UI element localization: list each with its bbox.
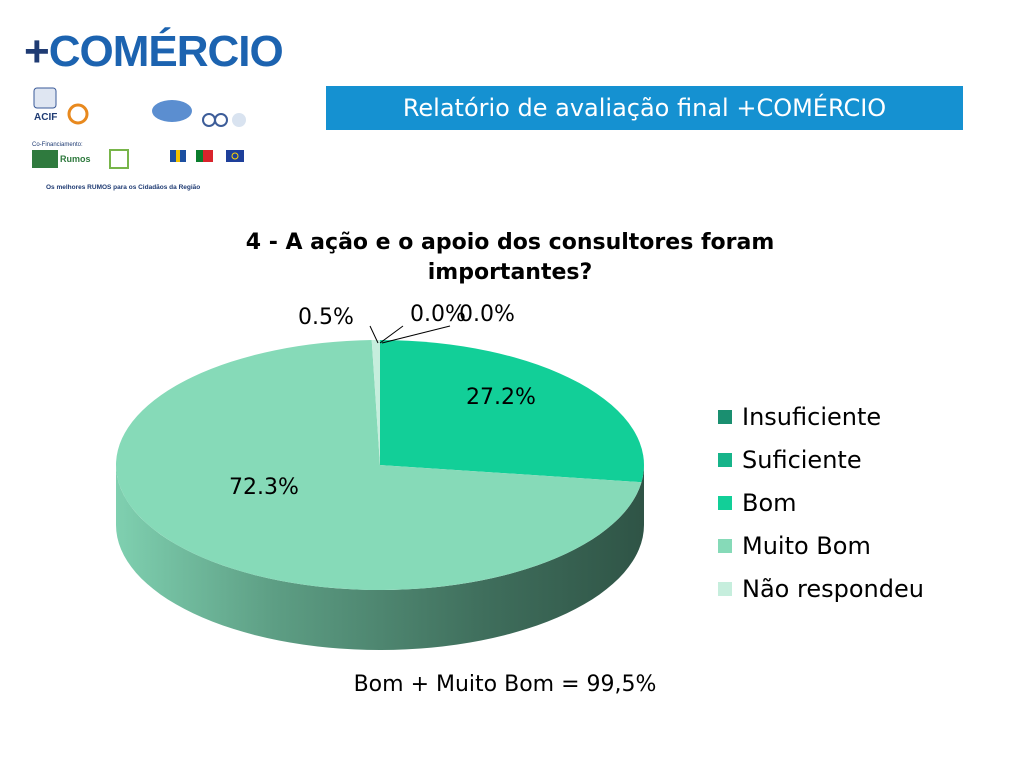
summary-footnote: Bom + Muito Bom = 99,5% <box>353 672 657 697</box>
logo-word: COMÉRCIO <box>48 27 284 76</box>
legend-item-nao-respondeu: Não respondeu <box>718 567 924 610</box>
legend-label: Suficiente <box>742 445 862 474</box>
pie-slice-muito-bom <box>116 340 642 590</box>
portugal-flag-logo <box>196 150 213 162</box>
rumos-logo: Rumos <box>32 150 91 168</box>
legend-swatch <box>718 495 732 510</box>
partner-logo-c <box>67 103 89 125</box>
legend-swatch <box>718 409 732 424</box>
cofinanciamento-label: Co-Financiamento: <box>32 142 83 148</box>
eu-flag-logo <box>226 150 244 162</box>
acif-logo-text: ACIF <box>34 112 57 123</box>
chart-title: 4 - A ação e o apoio dos consultores for… <box>245 230 775 285</box>
legend-swatch <box>718 538 732 553</box>
regional-flag-logo <box>170 150 186 162</box>
legend-label: Bom <box>742 488 797 517</box>
pie-slice-nao-respondeu <box>371 340 380 465</box>
cecp-logo <box>202 113 246 127</box>
legend-item-bom: Bom <box>718 481 924 524</box>
legend-item-insuficiente: Insuficiente <box>718 395 924 438</box>
report-title-banner: Relatório de avaliação final +COMÉRCIO <box>326 86 963 130</box>
sponsor-logos: ACIF Co-Financiamento: Rumos Os melhores… <box>32 87 246 191</box>
data-label-nao-respondeu: 0.5% <box>298 305 354 330</box>
rh-mais-logo <box>152 100 192 122</box>
pie-top <box>116 340 644 590</box>
chart-legend: Insuficiente Suficiente Bom Muito Bom Não re… <box>718 395 924 610</box>
data-label-muito-bom: 72.3% <box>229 475 299 500</box>
leader-line-insuficiente <box>379 325 404 344</box>
pie-side <box>116 465 644 650</box>
rumos-logo-text: Rumos <box>60 154 91 164</box>
legend-label: Não respondeu <box>742 574 924 603</box>
leader-line-nao-respondeu <box>369 325 379 344</box>
data-label-suficiente: 0.0% <box>459 302 515 327</box>
comercio-logo: +COMÉRCIO <box>24 27 284 76</box>
data-label-bom: 27.2% <box>466 385 536 410</box>
pie-leader-lines <box>369 325 451 344</box>
qren-logo <box>109 149 129 169</box>
pie-data-labels: 0.0%0.0% 27.2% 72.3% 0.5% <box>229 302 536 500</box>
legend-item-suficiente: Suficiente <box>718 438 924 481</box>
legend-label: Insuficiente <box>742 402 882 431</box>
pie-slice-bom <box>380 340 644 483</box>
data-label-insuficiente: 0.0% <box>410 302 466 327</box>
leader-line-suficiente <box>381 325 451 344</box>
legend-label: Muito Bom <box>742 531 871 560</box>
acif-logo: ACIF <box>33 87 57 123</box>
pie-side-wall <box>116 465 644 650</box>
logo-plus: + <box>24 27 50 76</box>
legend-swatch <box>718 581 732 596</box>
legend-swatch <box>718 452 732 467</box>
tagline: Os melhores RUMOS para os Cidadãos da Re… <box>46 184 200 191</box>
legend-item-muito-bom: Muito Bom <box>718 524 924 567</box>
